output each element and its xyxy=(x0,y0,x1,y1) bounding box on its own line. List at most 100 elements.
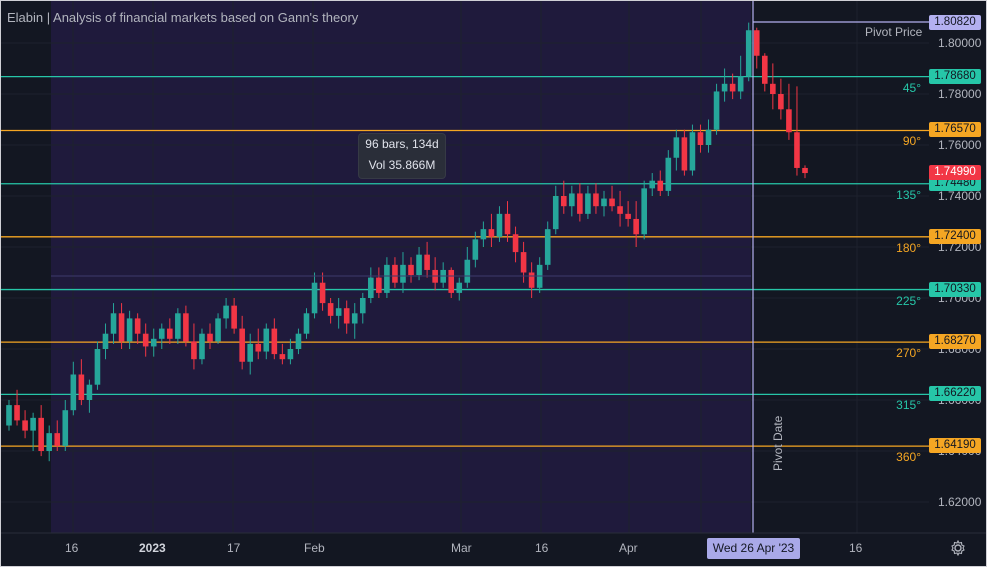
candle-up xyxy=(247,343,254,362)
pivot-price-label: Pivot Price xyxy=(865,25,923,39)
candle-down xyxy=(577,193,583,214)
candle-up xyxy=(311,282,318,314)
candle-up xyxy=(705,129,712,145)
chart-title: Elabin | Analysis of financial markets b… xyxy=(7,10,359,25)
candle-down xyxy=(609,198,615,207)
candle-down xyxy=(729,83,736,92)
candle-up xyxy=(303,313,310,334)
time-axis-label: 2023 xyxy=(139,541,166,555)
candle-down xyxy=(231,305,237,329)
gann-level-tag: 1.78680 xyxy=(929,68,981,84)
candle-down xyxy=(802,167,808,174)
tooltip-volume: Vol 35.866M xyxy=(368,158,436,172)
tooltip-bars: 96 bars, 134d xyxy=(365,137,439,151)
candle-up xyxy=(416,254,422,276)
candle-up xyxy=(295,333,302,349)
candle-up xyxy=(601,198,607,207)
candle-down xyxy=(681,137,688,171)
candle-up xyxy=(641,188,647,235)
candle-down xyxy=(134,318,141,334)
candle-down xyxy=(794,132,800,168)
candle-up xyxy=(102,333,109,349)
candle-down xyxy=(183,313,189,342)
candle-up xyxy=(689,132,696,171)
candle-up xyxy=(158,328,165,339)
candle-up xyxy=(456,282,463,293)
candle-up xyxy=(569,193,575,207)
gann-level-lines xyxy=(1,76,929,447)
candle-down xyxy=(753,30,760,56)
gann-angle-label: 360° xyxy=(896,450,921,465)
time-axis-label: 16 xyxy=(65,541,79,555)
candle-down xyxy=(14,405,20,421)
price-axis-label: 1.78000 xyxy=(938,87,982,101)
gann-level-tag: 1.76570 xyxy=(929,122,981,138)
candle-up xyxy=(335,308,342,316)
candle-down xyxy=(376,277,382,293)
candle-down xyxy=(448,269,455,293)
candle-up xyxy=(737,76,744,92)
candle-up xyxy=(384,264,390,293)
time-axis-label: 16 xyxy=(535,541,549,555)
candle-up xyxy=(713,91,720,130)
gann-angle-label: 90° xyxy=(902,134,921,149)
candle-up xyxy=(86,384,93,400)
candle-down xyxy=(657,180,664,191)
candle-down xyxy=(633,218,639,235)
measure-tooltip: 96 bars, 134d Vol 35.866M xyxy=(359,134,445,178)
candle-up xyxy=(649,180,656,189)
candle-down xyxy=(142,333,149,347)
candle-up xyxy=(665,157,672,191)
price-axis-label: 1.80000 xyxy=(938,36,982,50)
candle-down xyxy=(191,341,197,360)
settings-gear-icon[interactable] xyxy=(950,539,966,557)
candle-down xyxy=(560,196,567,207)
gann-angle-label: 135° xyxy=(896,187,921,202)
candle-down xyxy=(488,229,495,237)
candle-up xyxy=(30,417,36,431)
candle-down xyxy=(770,83,776,94)
candle-down xyxy=(22,420,28,431)
candle-down xyxy=(625,213,631,219)
gann-angle-label: 315° xyxy=(896,398,921,413)
last-price-tag: 1.74990 xyxy=(929,165,981,180)
candle-down xyxy=(54,433,61,446)
candle-up xyxy=(368,277,374,298)
price-axis-label: 1.74000 xyxy=(938,189,982,203)
candle-up xyxy=(263,328,270,352)
gann-angle-label: 225° xyxy=(896,293,921,308)
candle-up xyxy=(215,318,221,342)
candle-down xyxy=(408,264,414,276)
gann-angle-label: 45° xyxy=(902,80,921,95)
candle-up xyxy=(150,338,157,347)
candle-down xyxy=(697,132,704,145)
candle-up xyxy=(175,313,181,339)
candle-up xyxy=(46,433,53,451)
gann-angle-label: 180° xyxy=(896,240,921,255)
candle-down xyxy=(424,254,430,270)
candle-down xyxy=(118,313,125,342)
gann-level-tag: 1.72400 xyxy=(929,228,981,244)
candle-down xyxy=(617,206,623,214)
candle-down xyxy=(343,308,350,324)
candle-down xyxy=(271,328,278,355)
candle-down xyxy=(207,333,213,342)
candle-up xyxy=(496,213,503,237)
candle-down xyxy=(167,328,173,339)
candle-down xyxy=(327,303,334,316)
candle-down xyxy=(512,234,519,253)
candle-down xyxy=(78,374,85,400)
time-axis-label: 17 xyxy=(227,541,241,555)
gann-level-tag: 1.66220 xyxy=(929,386,981,402)
candle-down xyxy=(255,343,262,352)
time-axis-label: 16 xyxy=(849,541,863,555)
gann-level-tag: 1.70330 xyxy=(929,281,981,297)
time-axis-label: Feb xyxy=(304,541,325,555)
candle-up xyxy=(552,196,559,230)
candle-down xyxy=(319,282,326,304)
pivot-date-tag: Wed 26 Apr '23 xyxy=(707,538,800,559)
candle-up xyxy=(721,83,728,92)
pivot-date-label: Pivot Date xyxy=(771,415,785,471)
